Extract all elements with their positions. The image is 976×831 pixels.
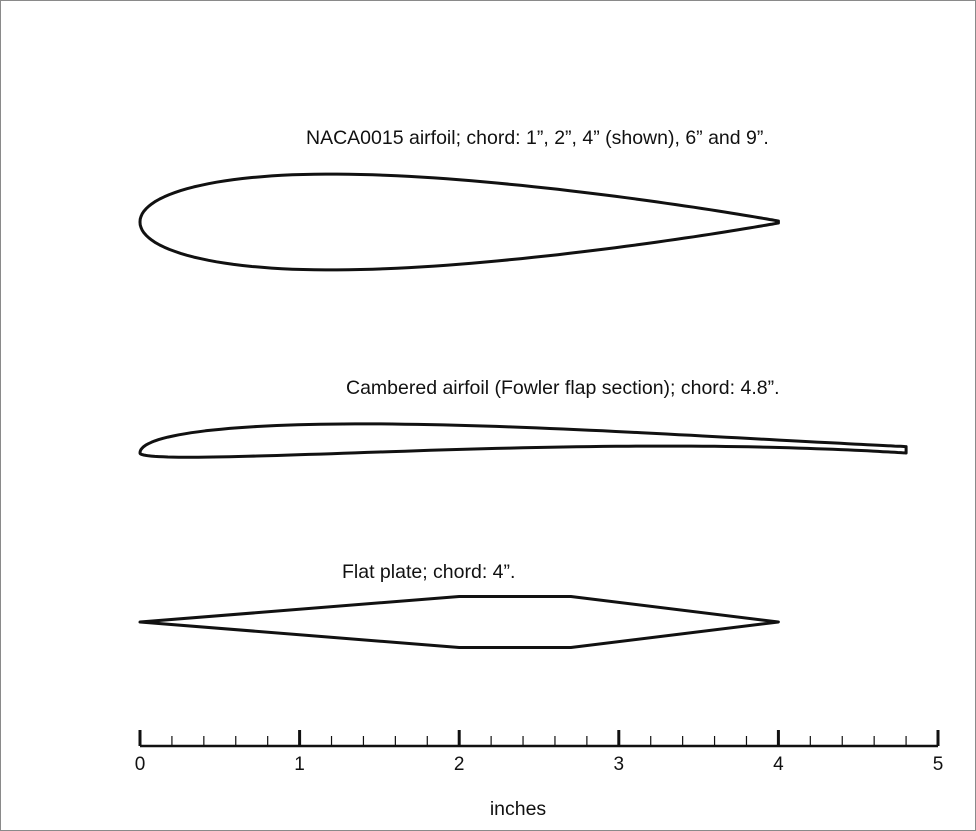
scale-tick-label: 3 (614, 754, 625, 775)
scale-tick-label: 4 (773, 754, 784, 775)
caption-cambered-airfoil: Cambered airfoil (Fowler flap section); … (346, 377, 780, 399)
scale-unit-label: inches (490, 798, 547, 820)
scale-tick-label: 2 (454, 754, 465, 775)
scale-tick-label: 5 (933, 754, 944, 775)
scale-tick-label: 0 (135, 754, 146, 775)
flat-plate-outline (138, 595, 780, 649)
cambered-airfoil-outline (138, 422, 908, 459)
caption-flat-plate: Flat plate; chord: 4”. (342, 561, 515, 583)
inch-scale-bar: 0 1 2 3 4 5 (135, 730, 944, 775)
naca0015-airfoil-outline (138, 172, 780, 272)
caption-naca0015: NACA0015 airfoil; chord: 1”, 2”, 4” (sho… (306, 127, 769, 149)
scale-tick-label: 1 (294, 754, 305, 775)
